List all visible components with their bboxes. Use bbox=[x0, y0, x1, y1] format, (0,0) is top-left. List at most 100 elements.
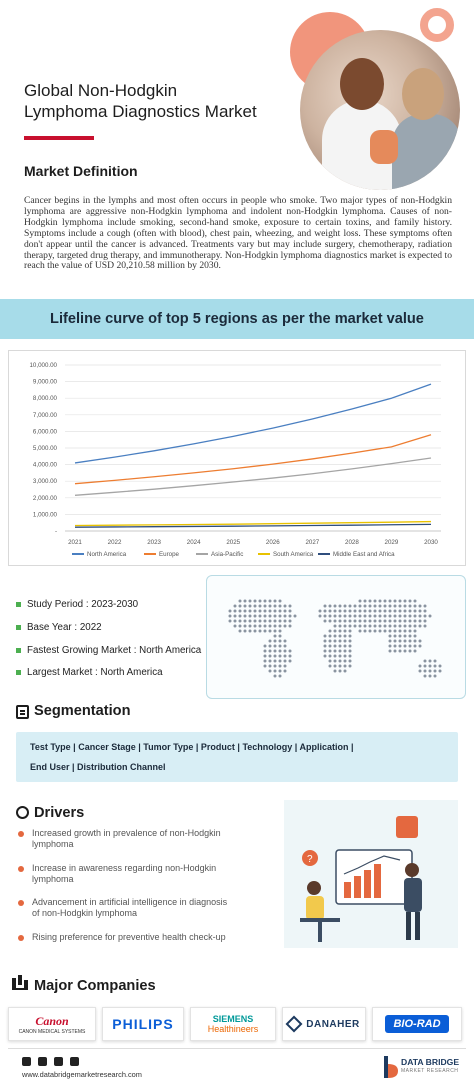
instagram-icon[interactable] bbox=[70, 1057, 79, 1066]
map-dot bbox=[323, 634, 327, 638]
map-dot bbox=[323, 649, 327, 653]
map-dot bbox=[263, 664, 267, 668]
y-tick-label: 7,000.00 bbox=[33, 412, 58, 419]
map-dot bbox=[383, 604, 387, 608]
map-dot bbox=[373, 624, 377, 628]
map-dot bbox=[338, 604, 342, 608]
map-dot bbox=[268, 644, 272, 648]
facebook-icon[interactable] bbox=[38, 1057, 47, 1066]
line-chart-svg: - 1,000.00 2,000.00 3,000.00 4,000.00 5,000.0… bbox=[29, 362, 441, 546]
map-dot bbox=[263, 609, 267, 613]
map-dot bbox=[288, 624, 292, 628]
legend-item-south-america: South America bbox=[258, 551, 313, 558]
logo-siemens-healthineers: SIEMENS Healthineers bbox=[190, 1007, 276, 1041]
map-dot bbox=[238, 604, 242, 608]
map-dot bbox=[363, 614, 367, 618]
email-icon[interactable] bbox=[22, 1057, 31, 1066]
map-dot bbox=[408, 624, 412, 628]
map-dot bbox=[333, 609, 337, 613]
map-dot bbox=[338, 669, 342, 673]
map-dot bbox=[233, 604, 237, 608]
map-dot bbox=[348, 614, 352, 618]
map-dot bbox=[383, 609, 387, 613]
map-dot bbox=[343, 629, 347, 633]
map-dot bbox=[263, 659, 267, 663]
map-dot bbox=[418, 624, 422, 628]
x-tick-label: 2028 bbox=[345, 539, 359, 546]
footer-url[interactable]: www.databridgemarketresearch.com bbox=[22, 1070, 142, 1079]
map-dot bbox=[333, 604, 337, 608]
map-dot bbox=[398, 634, 402, 638]
fact-largest-market: Largest Market : North America bbox=[16, 667, 163, 678]
world-map-dots bbox=[228, 599, 442, 678]
map-dot bbox=[283, 649, 287, 653]
map-dot bbox=[353, 624, 357, 628]
map-dot bbox=[258, 624, 262, 628]
y-tick-label: 9,000.00 bbox=[33, 379, 58, 386]
map-dot bbox=[328, 664, 332, 668]
map-dot bbox=[238, 629, 242, 633]
footer-divider bbox=[8, 1048, 466, 1049]
map-dot bbox=[273, 624, 277, 628]
map-dot bbox=[398, 604, 402, 608]
map-dot bbox=[363, 604, 367, 608]
world-map bbox=[206, 575, 466, 699]
map-dot bbox=[373, 614, 377, 618]
map-dot bbox=[238, 609, 242, 613]
map-dot bbox=[348, 609, 352, 613]
map-dot bbox=[408, 604, 412, 608]
map-dot bbox=[278, 634, 282, 638]
map-dot bbox=[398, 609, 402, 613]
map-dot bbox=[278, 599, 282, 603]
map-dot bbox=[413, 619, 417, 623]
map-dot bbox=[388, 619, 392, 623]
map-dot bbox=[348, 639, 352, 643]
map-dot bbox=[328, 659, 332, 663]
map-dot bbox=[338, 664, 342, 668]
map-dot bbox=[233, 624, 237, 628]
map-dot bbox=[278, 604, 282, 608]
map-dot bbox=[393, 619, 397, 623]
map-dot bbox=[408, 609, 412, 613]
driver-item-4: Rising preference for preventive health … bbox=[32, 932, 226, 942]
map-dot bbox=[378, 609, 382, 613]
legend-item-europe: Europe bbox=[144, 551, 179, 558]
presentation-illustration-svg: ? bbox=[300, 816, 422, 942]
map-dot bbox=[323, 609, 327, 613]
map-dot bbox=[268, 639, 272, 643]
map-dot bbox=[288, 654, 292, 658]
title-line-1: Global Non-Hodgkin bbox=[24, 81, 178, 100]
map-dot bbox=[353, 614, 357, 618]
map-dot bbox=[263, 654, 267, 658]
map-dot bbox=[288, 659, 292, 663]
map-dot bbox=[243, 614, 247, 618]
map-dot bbox=[378, 599, 382, 603]
map-dot bbox=[413, 624, 417, 628]
x-tick-label: 2021 bbox=[68, 539, 82, 546]
map-dot bbox=[248, 619, 252, 623]
map-dot bbox=[428, 659, 432, 663]
driver-bullet-icon bbox=[18, 831, 24, 837]
map-dot bbox=[268, 599, 272, 603]
map-dot bbox=[343, 649, 347, 653]
map-dot bbox=[333, 634, 337, 638]
map-dot bbox=[248, 609, 252, 613]
twitter-icon[interactable] bbox=[54, 1057, 63, 1066]
map-dot bbox=[363, 629, 367, 633]
driver-item-1: Increased growth in prevalence of non-Ho… bbox=[32, 828, 221, 849]
map-dot bbox=[328, 634, 332, 638]
map-dot bbox=[283, 609, 287, 613]
y-tick-label: 3,000.00 bbox=[33, 478, 58, 485]
map-dot bbox=[413, 609, 417, 613]
map-dot bbox=[328, 619, 332, 623]
map-dot bbox=[248, 604, 252, 608]
map-dot bbox=[283, 644, 287, 648]
map-dot bbox=[238, 614, 242, 618]
map-dot bbox=[253, 624, 257, 628]
map-dot bbox=[388, 614, 392, 618]
map-dot bbox=[393, 634, 397, 638]
map-dot bbox=[398, 639, 402, 643]
map-dot bbox=[358, 619, 362, 623]
driver-bullet-icon bbox=[18, 900, 24, 906]
map-dot bbox=[243, 624, 247, 628]
